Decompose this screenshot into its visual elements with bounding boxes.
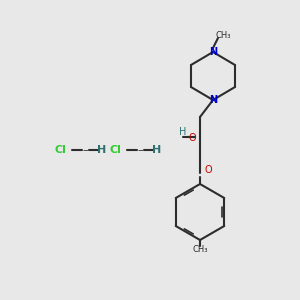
Text: N: N — [209, 47, 217, 57]
Text: O: O — [188, 133, 196, 143]
Text: H: H — [152, 145, 162, 155]
Text: CH₃: CH₃ — [192, 245, 208, 254]
Text: H: H — [179, 127, 187, 137]
Text: –: – — [82, 145, 88, 155]
Text: –: – — [137, 145, 143, 155]
Text: H: H — [98, 145, 106, 155]
Text: Cl: Cl — [54, 145, 66, 155]
Text: CH₃: CH₃ — [215, 32, 231, 40]
Text: O: O — [204, 165, 212, 175]
Text: N: N — [209, 95, 217, 105]
Text: Cl: Cl — [109, 145, 121, 155]
